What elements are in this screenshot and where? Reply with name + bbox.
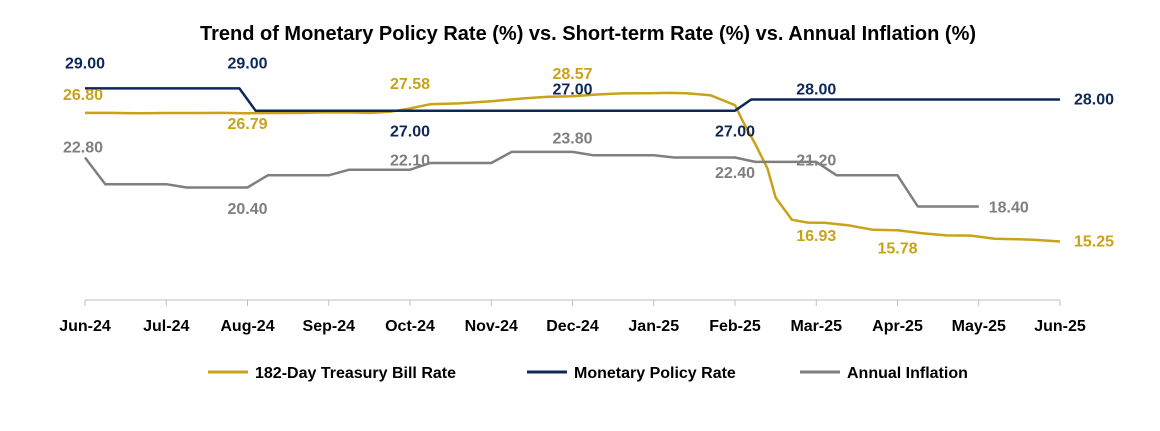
- data-label: 18.40: [989, 199, 1029, 216]
- data-label: 22.80: [63, 139, 103, 156]
- series-line-1: [85, 87, 1060, 112]
- data-label: 29.00: [65, 55, 105, 72]
- data-label: 22.40: [715, 165, 755, 182]
- series-line-2: [84, 150, 979, 208]
- x-tick-label: Mar-25: [790, 318, 842, 335]
- series-line-0: [85, 91, 1061, 243]
- data-label: 20.40: [227, 201, 267, 218]
- x-axis: Jun-24 Jul-24 Aug-24 Sep-24 Oct-24 Nov-24 Dec-…: [59, 299, 1086, 335]
- x-tick-label: May-25: [952, 318, 1006, 335]
- data-label: 15.25: [1074, 234, 1114, 251]
- data-label: 21.20: [796, 152, 836, 169]
- series-lines: [84, 87, 1061, 243]
- data-label: 27.58: [390, 76, 430, 93]
- data-label: 27.00: [390, 124, 430, 141]
- x-tick-label: Jul-24: [143, 318, 189, 335]
- x-tick-label: Jun-25: [1034, 318, 1086, 335]
- data-label: 26.80: [63, 87, 103, 104]
- x-tick-label: Apr-25: [872, 318, 923, 335]
- data-label: 23.80: [552, 130, 592, 147]
- data-label: 28.00: [1074, 92, 1114, 109]
- data-label: 15.78: [877, 241, 917, 258]
- legend: 182-Day Treasury Bill Rate Monetary Polic…: [208, 365, 968, 382]
- data-label: 28.00: [796, 82, 836, 99]
- data-label: 28.57: [552, 66, 592, 83]
- data-label: 26.79: [227, 116, 267, 133]
- x-tick-label: Oct-24: [385, 318, 435, 335]
- x-tick-label: Sep-24: [303, 318, 356, 335]
- x-tick-label: Dec-24: [546, 318, 599, 335]
- x-tick-label: Nov-24: [465, 318, 518, 335]
- x-tick-label: Aug-24: [220, 318, 274, 335]
- data-label: 27.00: [552, 82, 592, 99]
- data-labels: 26.80 26.79 27.58 28.57 16.93 15.78 15.25 29.00…: [63, 55, 1114, 257]
- data-label: 16.93: [796, 228, 836, 245]
- x-tick-label: Feb-25: [709, 318, 761, 335]
- x-tick-label: Jan-25: [628, 318, 679, 335]
- chart-title: Trend of Monetary Policy Rate (%) vs. Sh…: [200, 23, 976, 45]
- legend-label: Monetary Policy Rate: [574, 365, 736, 382]
- data-label: 22.10: [390, 152, 430, 169]
- legend-label: Annual Inflation: [847, 365, 968, 382]
- data-label: 27.00: [715, 124, 755, 141]
- x-tick-label: Jun-24: [59, 318, 111, 335]
- data-label: 29.00: [227, 55, 267, 72]
- legend-label: 182-Day Treasury Bill Rate: [255, 365, 456, 382]
